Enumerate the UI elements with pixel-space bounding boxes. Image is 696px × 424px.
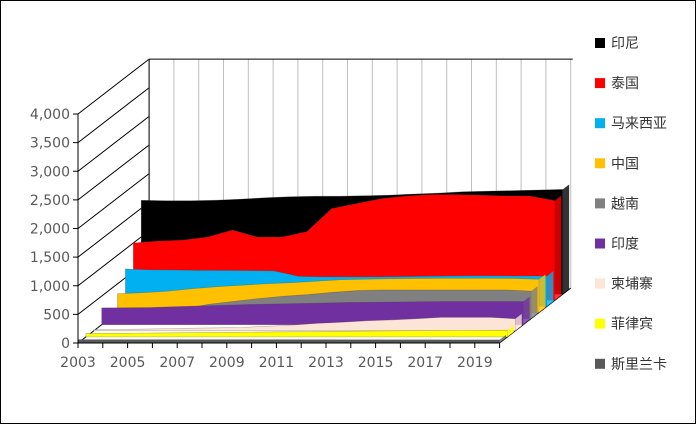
series-area-6 [93, 317, 516, 332]
y-tick-label: 2,000 [30, 222, 70, 238]
series-side-0 [562, 184, 570, 295]
legend-swatch [595, 118, 605, 129]
left-wall-gridline [77, 144, 150, 201]
y-tick-label: 3,000 [30, 164, 70, 180]
x-tick-label: 2011 [259, 355, 295, 371]
x-tick-label: 2007 [159, 355, 195, 371]
series-side-7 [507, 325, 514, 337]
legend-label: 泰国 [611, 76, 639, 92]
left-wall-gridline [77, 115, 150, 172]
series-area-7 [85, 329, 508, 338]
legend-swatch [595, 358, 605, 369]
x-tick-label: 2009 [209, 355, 245, 371]
legend-label: 菲律宾 [611, 317, 653, 333]
x-tick-label: 2019 [457, 355, 493, 371]
y-tick-label: 1,000 [30, 279, 70, 295]
legend-swatch [595, 318, 605, 329]
x-tick-label: 2005 [110, 355, 146, 371]
y-tick-label: 500 [43, 307, 70, 323]
legend-label: 印度 [611, 237, 639, 253]
y-tick-label: 2,500 [30, 193, 70, 209]
x-tick-label: 2015 [358, 355, 394, 371]
legend-label: 中国 [611, 156, 639, 172]
legend-swatch [595, 238, 605, 249]
series-side-1 [554, 195, 562, 301]
x-tick-label: 2017 [407, 355, 443, 371]
legend-label: 越南 [611, 196, 639, 212]
left-wall-gridline [77, 230, 150, 287]
series-side-3 [539, 274, 546, 313]
left-wall-gridline [77, 201, 150, 258]
series-side-5 [523, 296, 530, 325]
legend-swatch [595, 78, 605, 89]
legend-swatch [595, 38, 605, 48]
y-tick-label: 0 [61, 336, 70, 352]
y-tick-label: 4,000 [30, 107, 70, 123]
series-side-2 [547, 271, 554, 307]
y-tick-label: 1,500 [30, 250, 70, 266]
legend-label: 柬埔寨 [611, 276, 653, 293]
x-tick-label: 2013 [308, 355, 344, 371]
series-side-8 [499, 334, 506, 343]
left-wall-gridline [77, 87, 150, 144]
series-side-4 [531, 286, 538, 319]
legend-label: 马来西亚 [611, 116, 667, 132]
left-wall-gridline [77, 58, 150, 115]
y-tick-label: 3,500 [30, 136, 70, 152]
legend-label: 斯里兰卡 [611, 357, 667, 373]
series-side-6 [515, 313, 522, 331]
left-wall-gridline [77, 173, 150, 229]
series-area-8 [77, 339, 500, 344]
legend-label: 印尼 [611, 36, 639, 52]
legend-swatch [595, 198, 605, 209]
x-tick-label: 2003 [60, 355, 96, 371]
legend-swatch [595, 278, 605, 289]
legend-swatch [595, 158, 605, 169]
